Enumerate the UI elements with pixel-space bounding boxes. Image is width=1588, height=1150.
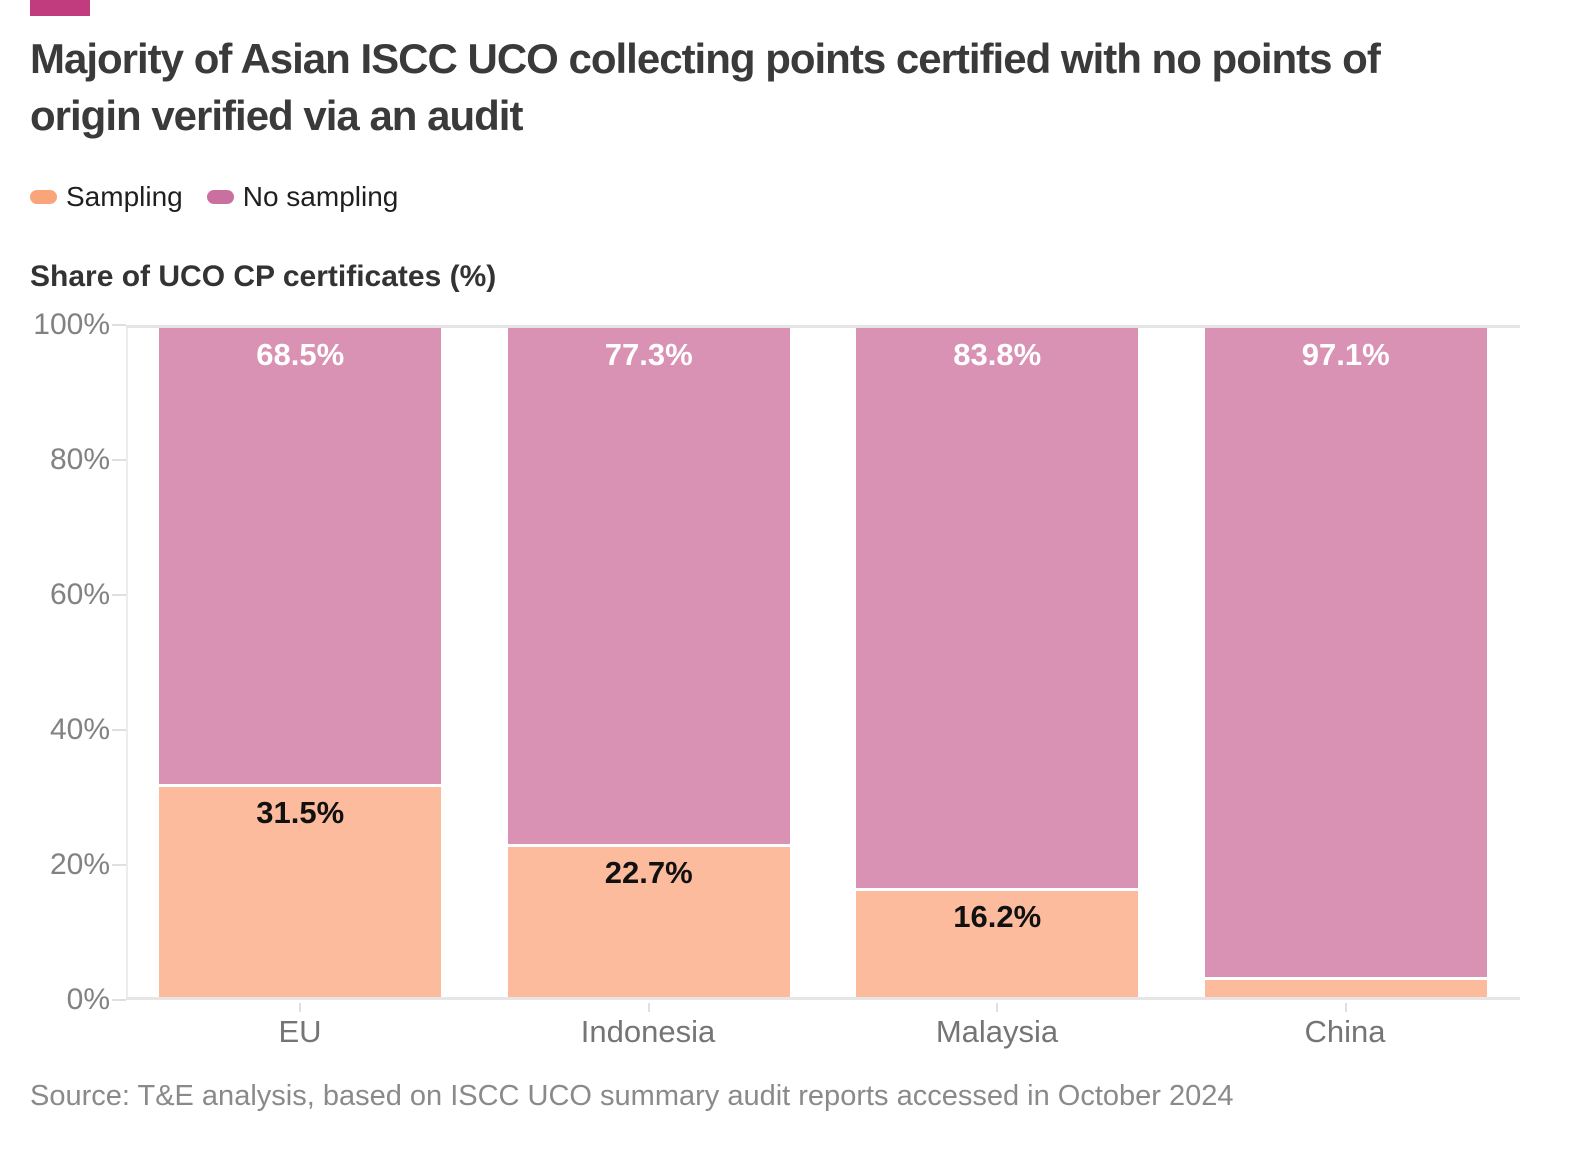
y-tick-mark (112, 729, 126, 731)
segment-value-label: 16.2% (953, 898, 1042, 934)
stacked-bar-indonesia: 77.3% 22.7% (507, 325, 790, 1000)
segment-no-sampling: 68.5% (159, 325, 442, 788)
segment-value-label: 83.8% (953, 337, 1042, 372)
legend-item-sampling: Sampling (30, 181, 183, 213)
segment-value-label: 22.7% (604, 854, 693, 890)
y-tick-label-60: 60% (49, 578, 110, 611)
bar-column-indonesia: 77.3% 22.7% (475, 325, 824, 1000)
segment-sampling: 16.2% (856, 890, 1139, 1000)
y-tick-label-40: 40% (49, 713, 110, 746)
segment-value-label: 68.5% (256, 337, 345, 372)
bar-column-malaysia: 83.8% 16.2% (823, 325, 1172, 1000)
y-axis-labels: 100% 80% 60% 40% 20% 0% (0, 310, 110, 1015)
legend-swatch-sampling-icon (30, 190, 57, 204)
bar-column-eu: 68.5% 31.5% (126, 325, 475, 1000)
stacked-bar-eu: 68.5% 31.5% (159, 325, 442, 1000)
brand-mark (30, 0, 90, 16)
y-tick-mark (112, 324, 126, 326)
legend-label-no-sampling: No sampling (242, 181, 399, 212)
segment-value-label: 97.1% (1301, 337, 1390, 372)
y-tick-label-100: 100% (33, 308, 110, 341)
x-tick-mark (299, 1003, 301, 1012)
x-tick-mark (648, 1003, 650, 1012)
segment-no-sampling: 77.3% (507, 325, 790, 847)
x-axis-labels: EU Indonesia Malaysia China (126, 1014, 1520, 1050)
y-axis-line (126, 325, 128, 1000)
y-tick-label-80: 80% (49, 443, 110, 476)
y-tick-mark (112, 864, 126, 866)
y-tick-label-20: 20% (49, 848, 110, 881)
category-label-malaysia: Malaysia (935, 1014, 1059, 1049)
segment-sampling: 22.7% (507, 846, 790, 1000)
source-note: Source: T&E analysis, based on ISCC UCO … (30, 1080, 1234, 1112)
category-label-indonesia: Indonesia (580, 1014, 716, 1049)
stacked-bar-malaysia: 83.8% 16.2% (856, 325, 1139, 1000)
y-axis-ticks (112, 324, 126, 1001)
legend-label-sampling: Sampling (66, 181, 183, 212)
segment-value-label: 77.3% (604, 337, 693, 372)
segment-no-sampling: 97.1% (1204, 325, 1487, 981)
y-tick-mark (112, 999, 126, 1001)
x-axis-line (126, 997, 1520, 1000)
legend: Sampling No sampling (30, 181, 398, 213)
y-tick-mark (112, 459, 126, 461)
x-tick-mark (1345, 1003, 1347, 1012)
chart-title: Majority of Asian ISCC UCO collecting po… (30, 35, 1381, 139)
x-axis-ticks (126, 1003, 1520, 1012)
y-tick-mark (112, 594, 126, 596)
category-label-china: China (1304, 1014, 1386, 1049)
x-tick-mark (996, 1003, 998, 1012)
gridline-20 (126, 325, 1520, 328)
segment-value-label: 31.5% (256, 795, 345, 831)
segment-sampling: 31.5% (159, 787, 442, 1000)
plot-area: 68.5% 31.5% 77.3% 22.7% 83.8% (126, 325, 1520, 1000)
bar-column-china: 97.1% (1172, 325, 1521, 1000)
category-label-eu: EU (278, 1014, 322, 1049)
stacked-bar-china: 97.1% (1204, 325, 1487, 1000)
segment-sampling (1204, 980, 1487, 1000)
segment-no-sampling: 83.8% (856, 325, 1139, 891)
y-tick-label-0: 0% (66, 983, 110, 1016)
legend-item-no-sampling: No sampling (206, 181, 399, 213)
legend-swatch-no-sampling-icon (206, 190, 234, 204)
y-axis-title: Share of UCO CP certificates (%) (30, 260, 497, 293)
